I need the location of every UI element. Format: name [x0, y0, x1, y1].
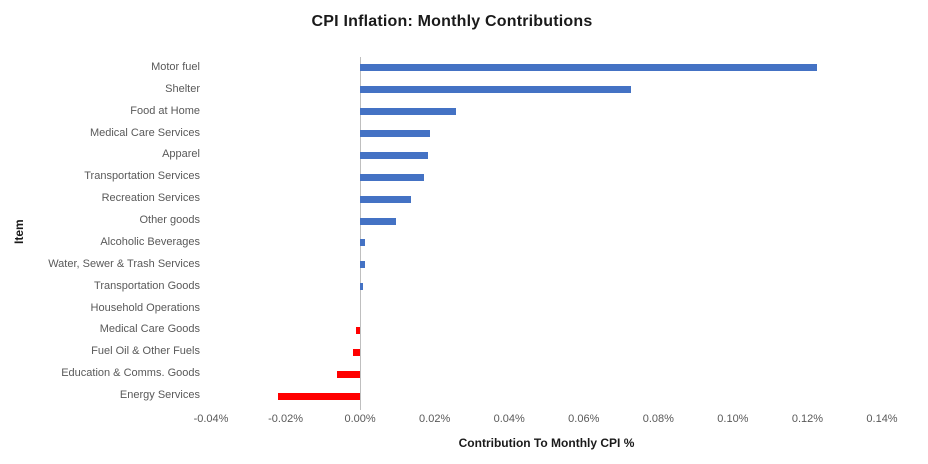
category-label-transportation-goods: Transportation Goods	[94, 279, 200, 292]
category-label-fuel-oil-other-fuels: Fuel Oil & Other Fuels	[91, 345, 200, 358]
bar-other-goods	[360, 217, 397, 225]
category-label-medical-care-goods: Medical Care Goods	[99, 323, 200, 336]
x-tick-label: -0.02%	[268, 413, 303, 425]
x-tick-label: 0.14%	[866, 413, 898, 425]
category-label-alcoholic-beverages: Alcoholic Beverages	[100, 235, 200, 248]
bar-energy-services	[278, 392, 361, 400]
x-axis-tick-labels: -0.04% -0.02% 0.00% 0.02% 0.04% 0.06% 0.08% 0.1…	[0, 413, 928, 429]
bar-transportation-goods	[360, 283, 364, 291]
zero-axis-line	[360, 57, 361, 410]
bar-recreation-services	[360, 195, 411, 203]
bar-alcoholic-beverages	[360, 239, 365, 247]
category-label-motor-fuel: Motor fuel	[151, 60, 200, 73]
bar-fuel-oil-other-fuels	[353, 348, 361, 356]
x-tick-label: -0.04%	[193, 413, 229, 425]
chart-title: CPI Inflation: Monthly Contributions	[311, 13, 593, 30]
x-tick-label: 0.12%	[791, 413, 824, 425]
category-label-shelter: Shelter	[165, 82, 200, 95]
category-label-recreation-services: Recreation Services	[101, 192, 200, 205]
bar-medical-care-services	[360, 130, 430, 138]
bar-medical-care-goods	[356, 326, 361, 334]
category-label-transportation-services: Transportation Services	[84, 170, 200, 183]
category-label-apparel: Apparel	[162, 148, 200, 161]
x-tick-label: 0.08%	[642, 413, 674, 425]
category-label-household-operations: Household Operations	[90, 301, 200, 314]
bar-apparel	[360, 151, 428, 159]
x-axis-title: Contribution To Monthly CPI %	[458, 436, 635, 450]
bar-shelter	[360, 86, 632, 94]
x-tick-label: 0.00%	[344, 413, 376, 425]
bar-transportation-services	[360, 173, 424, 181]
category-label-education-comms-goods: Education & Comms. Goods	[61, 367, 200, 380]
bar-motor-fuel	[360, 64, 817, 72]
x-tick-label: 0.10%	[717, 413, 749, 425]
bar-food-at-home	[360, 108, 456, 116]
x-tick-label: 0.06%	[568, 413, 600, 425]
bar-water-sewer-trash-services	[360, 261, 365, 269]
category-label-water-sewer-trash-services: Water, Sewer & Trash Services	[48, 257, 200, 270]
category-label-medical-care-services: Medical Care Services	[89, 126, 200, 139]
category-label-other-goods: Other goods	[139, 214, 200, 227]
bar-education-comms-goods	[336, 370, 361, 378]
x-tick-label: 0.04%	[493, 413, 525, 425]
category-label-energy-services: Energy Services	[119, 389, 200, 402]
x-tick-label: 0.02%	[419, 413, 451, 425]
y-axis-title: Item	[12, 219, 26, 245]
category-label-food-at-home: Food at Home	[130, 104, 200, 117]
